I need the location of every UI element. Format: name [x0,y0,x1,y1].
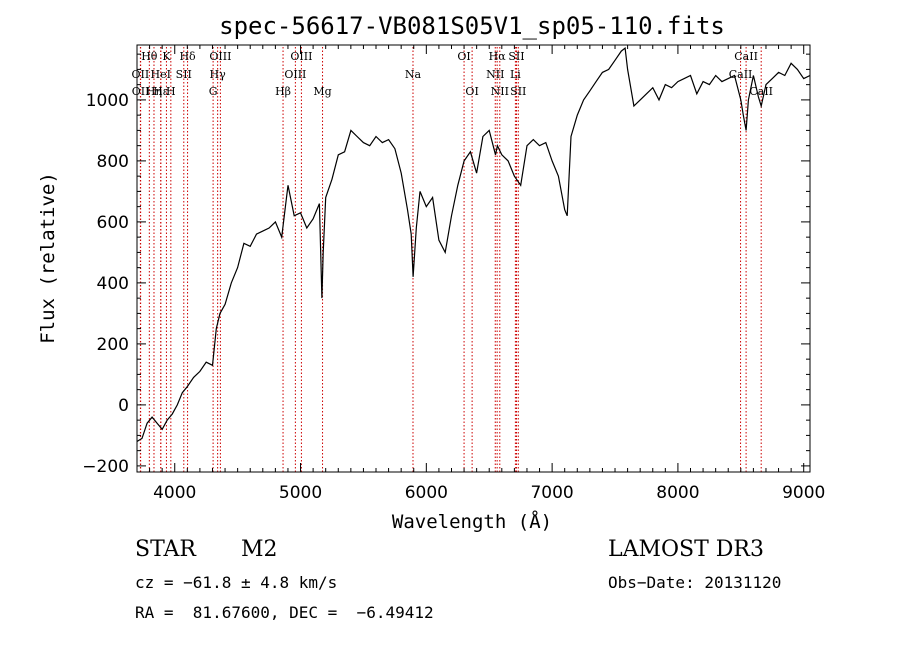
observation-date: Obs−Date: 20131120 [608,573,782,592]
x-tick-label: 5000 [279,483,322,503]
object-subclass: M2 [241,537,278,562]
x-tick-label: 7000 [530,483,573,503]
x-axis-ticks: 4000 5000 6000 7000 8000 9000 [136,45,825,503]
x-tick-label: 9000 [782,483,825,503]
line-marker-label: SII [510,85,526,98]
line-marker-label: NII [491,85,509,98]
line-marker-label: G [209,85,218,98]
line-marker-label: H [166,85,176,98]
spectrum-line [136,46,811,443]
y-tick-label: −200 [82,457,129,477]
line-marker-label: Li [510,68,521,81]
survey-name: LAMOST DR3 [608,537,764,562]
redshift-velocity: cz = −61.8 ± 4.8 km/s [135,573,338,592]
y-tick-label: 1000 [86,91,129,111]
line-marker-label: OIII [284,68,306,81]
y-tick-label: 0 [118,396,129,416]
line-marker-label: Hθ [141,50,158,63]
line-marker-label: Hβ [275,85,291,98]
y-axis-label: Flux (relative) [37,172,59,344]
line-marker-label: SII [176,68,192,81]
line-marker-label: Hη [146,85,162,98]
line-marker-label: Mg [313,85,331,98]
line-marker-label: OIII [209,50,231,63]
line-marker-label: K [162,50,171,63]
x-tick-label: 6000 [405,483,448,503]
line-markers [139,47,762,472]
chart-title: spec-56617-VB081S05V1_sp05-110.fits [219,12,725,40]
y-tick-label: 800 [97,152,129,172]
line-marker-label: CaII [734,50,758,63]
line-marker-label: CaII [729,68,753,81]
line-marker-label: SII [508,50,524,63]
line-marker-label: OII [132,68,150,81]
line-marker-label: OI [457,50,470,63]
line-marker-label: CaII [749,85,773,98]
line-marker-label: Hγ [210,68,227,81]
line-marker-label: OIII [290,50,312,63]
y-tick-label: 400 [97,274,129,294]
line-marker-label: Hα [489,50,507,63]
y-tick-label: 200 [97,335,129,355]
line-marker-label: Hε [153,85,169,98]
line-marker-label: NII [486,68,504,81]
x-tick-label: 4000 [153,483,196,503]
plot-frame [136,44,811,473]
line-marker-label: Hδ [179,50,196,63]
y-tick-label: 600 [97,213,129,233]
line-marker-label: OI [465,85,478,98]
x-tick-label: 8000 [656,483,699,503]
line-marker-label: HeI [151,68,171,81]
coordinates: RA = 81.67600, DEC = −6.49412 [135,603,434,622]
y-axis-ticks: −200 0 200 400 600 800 1000 [82,53,810,477]
x-axis-label: Wavelength (Å) [392,510,552,533]
object-class: STAR [135,537,196,562]
line-marker-label: Na [405,68,422,81]
line-marker-label: OII [132,85,150,98]
